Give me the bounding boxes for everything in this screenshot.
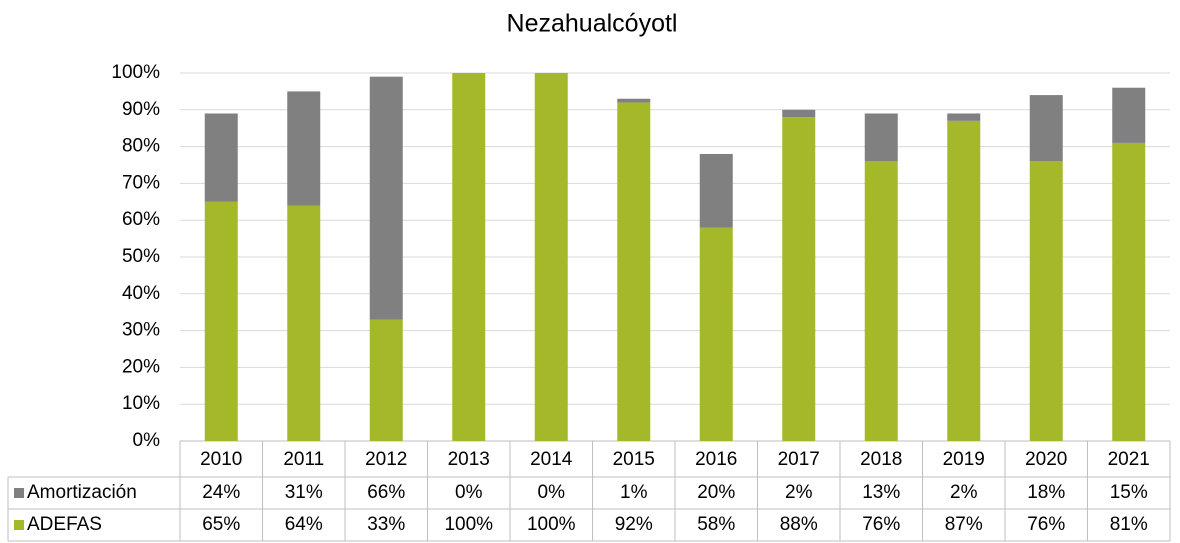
x-tick-label: 2014 [530,449,573,470]
x-tick-label: 2010 [200,449,242,470]
y-tick-label: 70% [122,172,160,193]
bar-segment [452,73,486,441]
y-tick-label: 0% [133,430,161,451]
y-tick-label: 50% [122,246,160,267]
table-value: 0% [455,482,483,503]
x-tick-label: 2020 [1025,449,1067,470]
bar-segment [947,113,981,121]
table-value: 18% [1027,482,1065,503]
x-tick-label: 2021 [1108,449,1150,470]
table-value: 76% [862,514,900,535]
bar-segment [864,161,898,441]
table-value: 87% [945,514,983,535]
bar-segment [699,227,733,441]
y-tick-label: 30% [122,320,160,341]
legend-label: Amortización [27,482,137,503]
table-value: 100% [444,514,493,535]
y-tick-label: 100% [111,62,160,83]
bar-segment [947,120,981,441]
bar-segment [287,91,321,206]
x-tick-label: 2018 [860,449,902,470]
table-value: 31% [285,482,323,503]
table-value: 2% [785,482,813,503]
table-value: 76% [1027,514,1065,535]
table-value: 2% [950,482,978,503]
x-tick-label: 2019 [943,449,985,470]
bar-segment [864,113,898,162]
bar-segment [617,102,651,441]
table-value: 0% [538,482,566,503]
legend-swatch [14,520,24,530]
y-tick-label: 10% [122,393,160,414]
table-value: 65% [202,514,240,535]
bar-segment [1112,142,1146,442]
legend-swatch [14,488,24,498]
y-tick-label: 90% [122,99,160,120]
bar-segment [782,117,816,441]
table-value: 24% [202,482,240,503]
x-tick-label: 2011 [283,449,324,470]
table-value: 100% [527,514,576,535]
table-value: 64% [285,514,323,535]
bar-segment [204,113,238,202]
x-tick-label: 2015 [613,449,655,470]
x-tick-label: 2016 [695,449,737,470]
x-tick-label: 2012 [365,449,407,470]
bar-segment [369,319,403,441]
bar-segment [699,153,733,228]
bar-segment [534,73,568,441]
bar-segment [204,201,238,441]
table-value: 13% [862,482,900,503]
table-value: 15% [1110,482,1148,503]
table-value: 92% [615,514,653,535]
table-value: 58% [697,514,735,535]
x-tick-label: 2017 [778,449,820,470]
legend-label: ADEFAS [27,514,102,535]
y-tick-label: 80% [122,136,160,157]
table-value: 33% [367,514,405,535]
bar-segment [617,98,651,103]
table-value: 81% [1110,514,1148,535]
chart-title: Nezahualcóyotl [507,10,678,38]
y-tick-label: 20% [122,356,160,377]
y-tick-label: 60% [122,209,160,230]
x-tick-label: 2013 [448,449,490,470]
bar-segment [369,76,403,320]
table-value: 66% [367,482,405,503]
bar-segment [287,205,321,441]
table-value: 88% [780,514,818,535]
bar-segment [1029,161,1063,441]
y-tick-label: 40% [122,283,160,304]
table-value: 1% [620,482,648,503]
bar-segment [1112,87,1146,143]
bar-segment [1029,95,1063,162]
bar-segment [782,109,816,118]
table-value: 20% [697,482,735,503]
